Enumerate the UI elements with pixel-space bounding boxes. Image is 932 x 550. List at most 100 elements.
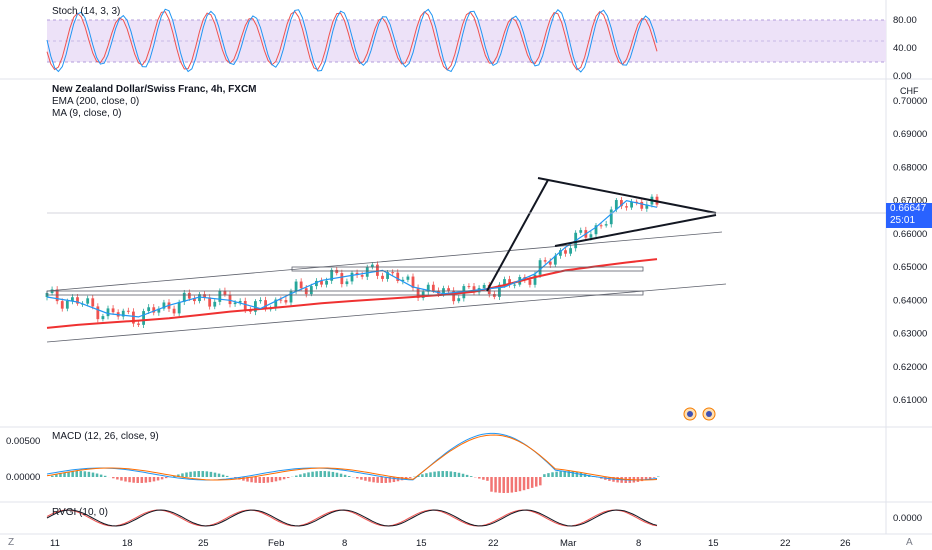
macd-histogram-bar (83, 471, 87, 477)
candle-body (289, 291, 293, 303)
macd-histogram-bar (380, 477, 383, 483)
macd-histogram-bar (201, 471, 205, 477)
macd-histogram-bar (644, 477, 648, 481)
macd-histogram-bar (433, 471, 436, 477)
macd-histogram-bar (67, 471, 70, 477)
macd-histogram-bar (457, 472, 461, 477)
stoch-tick-label: 0.00 (893, 71, 912, 82)
macd-histogram-bar (575, 472, 579, 477)
macd-histogram-bar (120, 477, 123, 481)
candle-body (315, 280, 318, 287)
candle-body (452, 290, 456, 302)
rvgi-line (46, 509, 658, 527)
macd-histogram-bar (449, 471, 453, 477)
macd-histogram-bar (392, 477, 396, 483)
macd-histogram-bar (400, 477, 404, 481)
candle-body (187, 292, 191, 299)
rvgi-legend[interactable]: RVGI (10, 0) (52, 507, 108, 518)
macd-histogram-bar (116, 477, 119, 480)
macd-histogram-bar (522, 477, 526, 491)
macd-histogram-bar (388, 477, 392, 483)
candle-body (614, 200, 618, 210)
ma-legend[interactable]: MA (9, close, 0) (52, 108, 122, 119)
stoch-legend[interactable]: Stoch (14, 3, 3) (52, 6, 121, 17)
candle-body (233, 302, 237, 305)
macd-histogram-bar (221, 474, 225, 477)
macd-histogram-bar (303, 473, 306, 477)
symbol-title[interactable]: New Zealand Dollar/Swiss Franc, 4h, FXCM (52, 84, 257, 95)
macd-histogram-bar (262, 477, 266, 483)
candle-body (177, 301, 181, 314)
macd-histogram-bar (209, 471, 213, 477)
macd-histogram-bar (555, 471, 558, 477)
macd-histogram-bar (559, 471, 562, 477)
candle-body (294, 281, 298, 292)
macd-histogram-bar (510, 477, 514, 493)
macd-histogram-bar (343, 474, 347, 477)
macd-histogram-bar (112, 477, 115, 479)
macd-line (46, 432, 658, 481)
candle-body (426, 284, 430, 292)
currency-label[interactable]: CHF (900, 86, 919, 96)
macd-histogram-bar (177, 474, 180, 477)
macd-histogram-bar (648, 477, 652, 479)
time-tick-label: 15 (416, 538, 427, 549)
macd-histogram-bar (103, 475, 107, 477)
candle-body (594, 225, 598, 235)
auto-scale-button[interactable]: A (906, 537, 913, 548)
candle-body (121, 310, 125, 317)
macd-histogram-bar (164, 477, 168, 479)
macd-histogram-bar (441, 471, 444, 477)
macd-histogram-bar (319, 471, 322, 477)
price-tick-label: 0.67000 (893, 196, 927, 207)
macd-histogram-bar (250, 477, 253, 483)
macd-histogram-bar (213, 472, 217, 477)
macd-histogram-bar (266, 477, 270, 483)
macd-histogram-bar (315, 471, 318, 477)
candle-body (203, 294, 206, 298)
ema-legend[interactable]: EMA (200, close, 0) (52, 96, 140, 107)
macd-histogram-bar (465, 474, 469, 477)
candle-body (487, 284, 491, 295)
time-tick-label: 8 (636, 538, 641, 549)
macd-histogram-bar (323, 471, 327, 477)
candle-body (208, 297, 212, 307)
macd-histogram-bar (372, 477, 375, 483)
candle-body (553, 255, 557, 265)
macd-histogram-bar (140, 477, 144, 483)
macd-histogram-bar (181, 473, 184, 477)
stoch-k-line (46, 8, 658, 73)
stoch-band (47, 20, 886, 62)
candle-body (309, 286, 313, 295)
candle-body (101, 316, 105, 320)
candle-body (193, 298, 196, 302)
ma-line (46, 200, 658, 318)
macd-histogram-bar (486, 477, 489, 481)
candle-body (60, 301, 64, 309)
candle-body (71, 297, 74, 301)
candle-body (533, 274, 537, 285)
candle-body (543, 260, 547, 262)
candle-body (569, 248, 572, 254)
macd-histogram-bar (197, 471, 200, 477)
candle-body (630, 201, 633, 208)
macd-histogram-bar (156, 477, 160, 481)
macd-histogram-bar (640, 477, 644, 482)
macd-legend[interactable]: MACD (12, 26, close, 9) (52, 431, 159, 442)
macd-histogram-bar (278, 477, 282, 481)
time-tick-label: 22 (780, 538, 791, 549)
macd-histogram-bar (282, 477, 286, 480)
candle-body (381, 275, 384, 279)
candle-body (431, 284, 435, 291)
macd-histogram-bar (384, 477, 388, 483)
timezone-button[interactable]: Z (8, 537, 15, 548)
price-tick-label: 0.65000 (893, 262, 927, 273)
macd-histogram-bar (356, 477, 359, 479)
macd-histogram-bar (347, 475, 351, 477)
macd-histogram-bar (579, 472, 583, 477)
time-tick-label: 11 (50, 538, 60, 549)
candle-body (111, 308, 115, 313)
macd-histogram-bar (445, 471, 449, 477)
time-tick-label: Mar (560, 538, 576, 549)
